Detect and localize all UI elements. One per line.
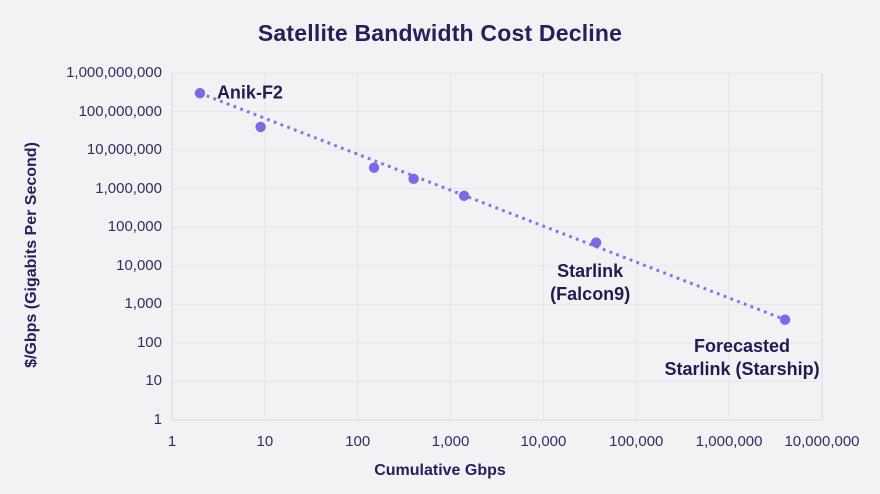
data-point: [255, 121, 266, 133]
data-point: [590, 237, 602, 248]
y-tick-label: 100,000,000: [78, 102, 162, 120]
y-tick-label: 1,000,000: [95, 179, 162, 197]
annotation-line: Starlink: [557, 260, 624, 281]
point-annotation: Anik-F2: [217, 82, 283, 105]
x-tick-label: 1: [167, 433, 177, 450]
data-point: [458, 190, 470, 202]
y-tick-label: 100: [136, 333, 162, 351]
annotation-line: Forecasted: [694, 335, 791, 356]
data-point: [779, 314, 791, 325]
x-tick-label: 10,000: [520, 433, 567, 450]
point-annotation: Forecasted Starlink (Starship): [665, 335, 820, 381]
data-point: [368, 162, 380, 173]
x-tick-label: 10,000,000: [784, 433, 860, 450]
y-tick-label: 10: [145, 372, 162, 390]
y-tick-label: 1: [153, 411, 162, 428]
y-tick-label: 1,000: [124, 295, 162, 313]
y-tick-label: 10,000: [116, 256, 162, 274]
annotation-line: (Falcon9): [550, 283, 631, 304]
x-tick-label: 100,000: [609, 433, 664, 450]
trendline: [199, 91, 786, 322]
x-tick-label: 1,000,000: [695, 433, 763, 450]
x-tick-label: 100: [345, 433, 371, 450]
chart-title: Satellite Bandwidth Cost Decline: [257, 20, 623, 46]
data-point: [408, 173, 419, 185]
point-annotation: Starlink (Falcon9): [550, 260, 630, 306]
y-tick-label: 100,000: [107, 218, 162, 236]
x-tick-label: 1,000: [431, 433, 470, 450]
x-tick-label: 10: [256, 433, 274, 450]
annotation-line: Anik-F2: [216, 82, 283, 103]
y-tick-label: 1,000,000,000: [66, 64, 162, 81]
data-point: [194, 87, 206, 99]
y-tick-label: 10,000,000: [86, 141, 162, 159]
annotation-line: Starlink (Starship): [664, 358, 820, 379]
x-axis-title: Cumulative Gbps: [374, 462, 506, 479]
